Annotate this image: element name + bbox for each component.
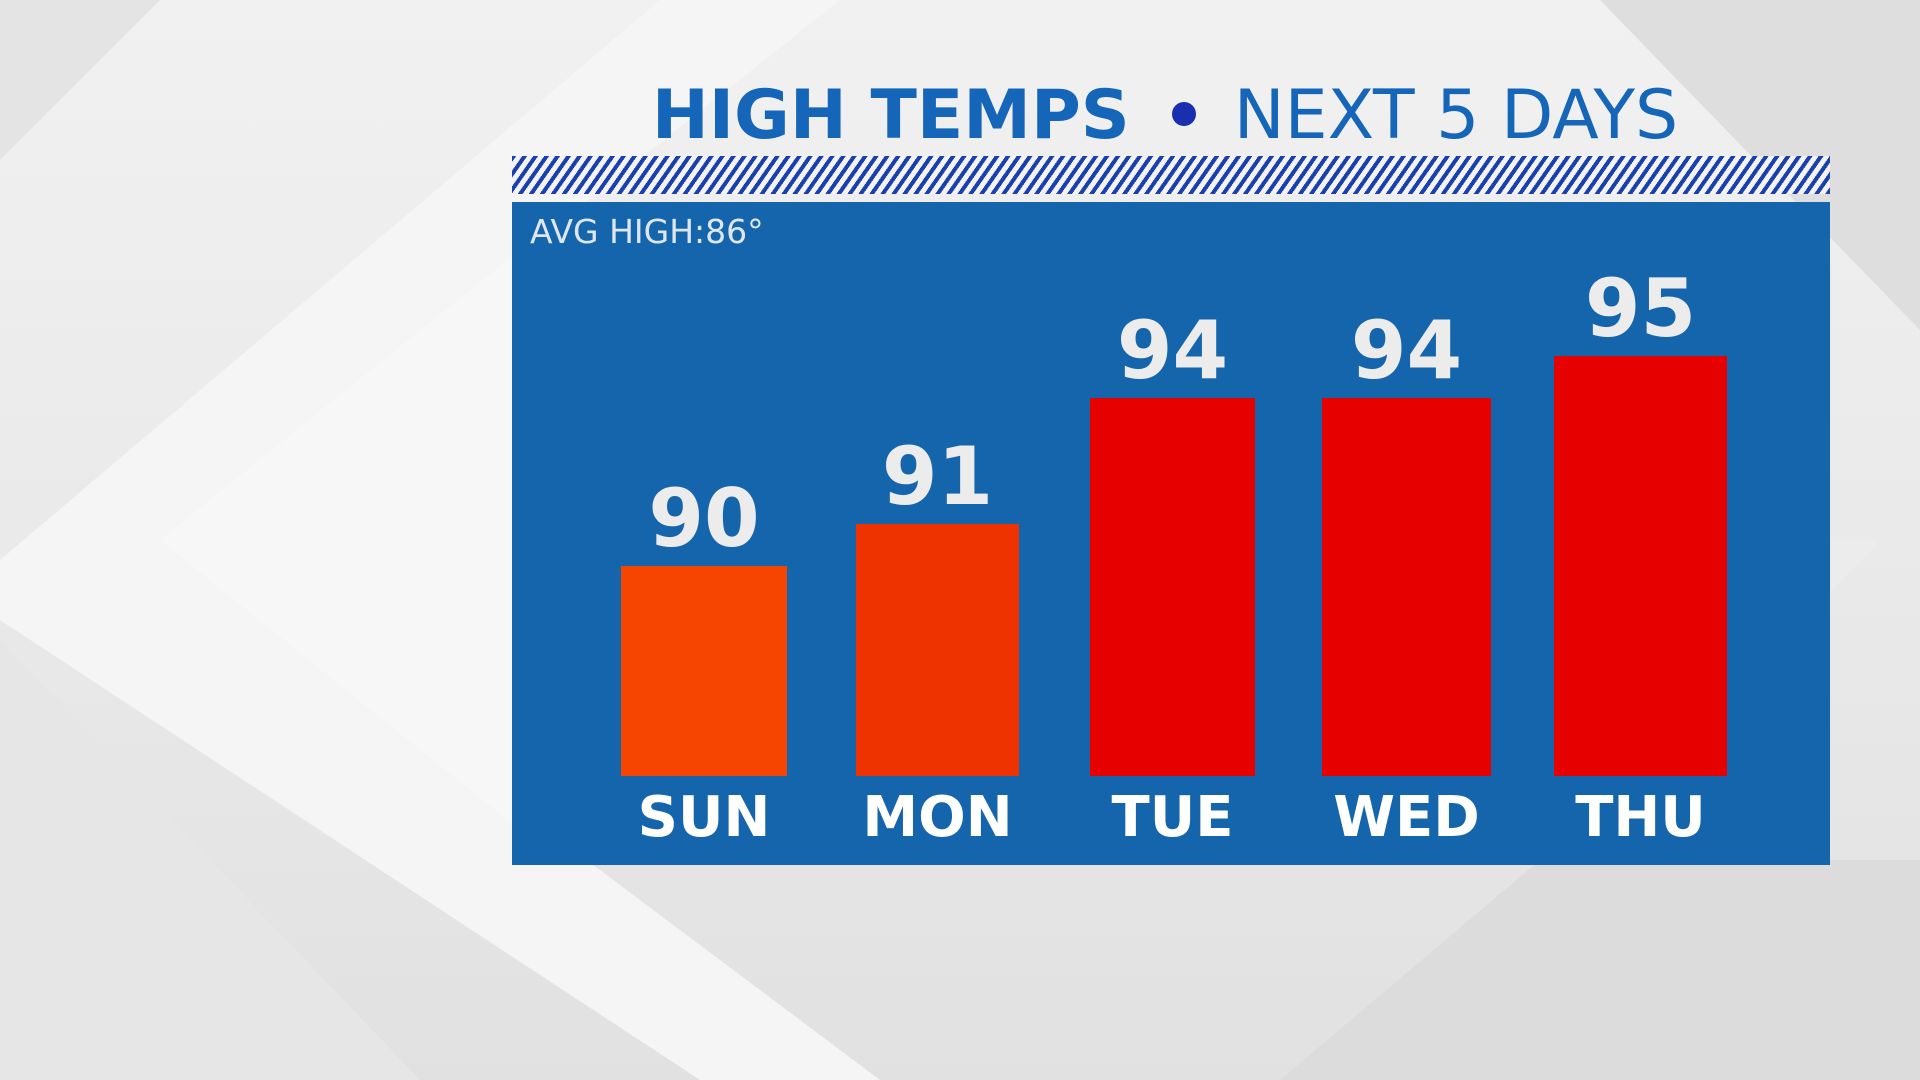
value-label-mon: 91 — [882, 430, 993, 523]
title-sub: NEXT 5 DAYS — [1233, 76, 1679, 155]
day-label-sun: SUN — [638, 785, 771, 850]
value-label-sun: 90 — [648, 472, 759, 565]
value-label-tue: 94 — [1117, 304, 1228, 397]
day-label-thu: THU — [1575, 785, 1706, 850]
bar-sun — [621, 566, 787, 776]
bar-mon — [856, 524, 1019, 776]
header-stripe — [512, 156, 1830, 194]
bar-wed — [1322, 398, 1491, 776]
title-bullet-icon — [1171, 102, 1196, 126]
bar-chart: 90 SUN 91 MON 94 TUE 94 WED 95 THU — [621, 262, 1727, 850]
bar-thu — [1554, 356, 1727, 776]
day-label-mon: MON — [862, 785, 1012, 850]
day-label-wed: WED — [1333, 785, 1480, 850]
value-label-thu: 95 — [1585, 262, 1696, 355]
day-label-tue: TUE — [1112, 785, 1234, 850]
chart-title: HIGH TEMPS NEXT 5 DAYS — [500, 76, 1830, 156]
title-main: HIGH TEMPS — [651, 76, 1130, 155]
value-label-wed: 94 — [1351, 304, 1462, 397]
avg-high-label: AVG HIGH:86° — [530, 212, 764, 251]
bar-tue — [1090, 398, 1255, 776]
